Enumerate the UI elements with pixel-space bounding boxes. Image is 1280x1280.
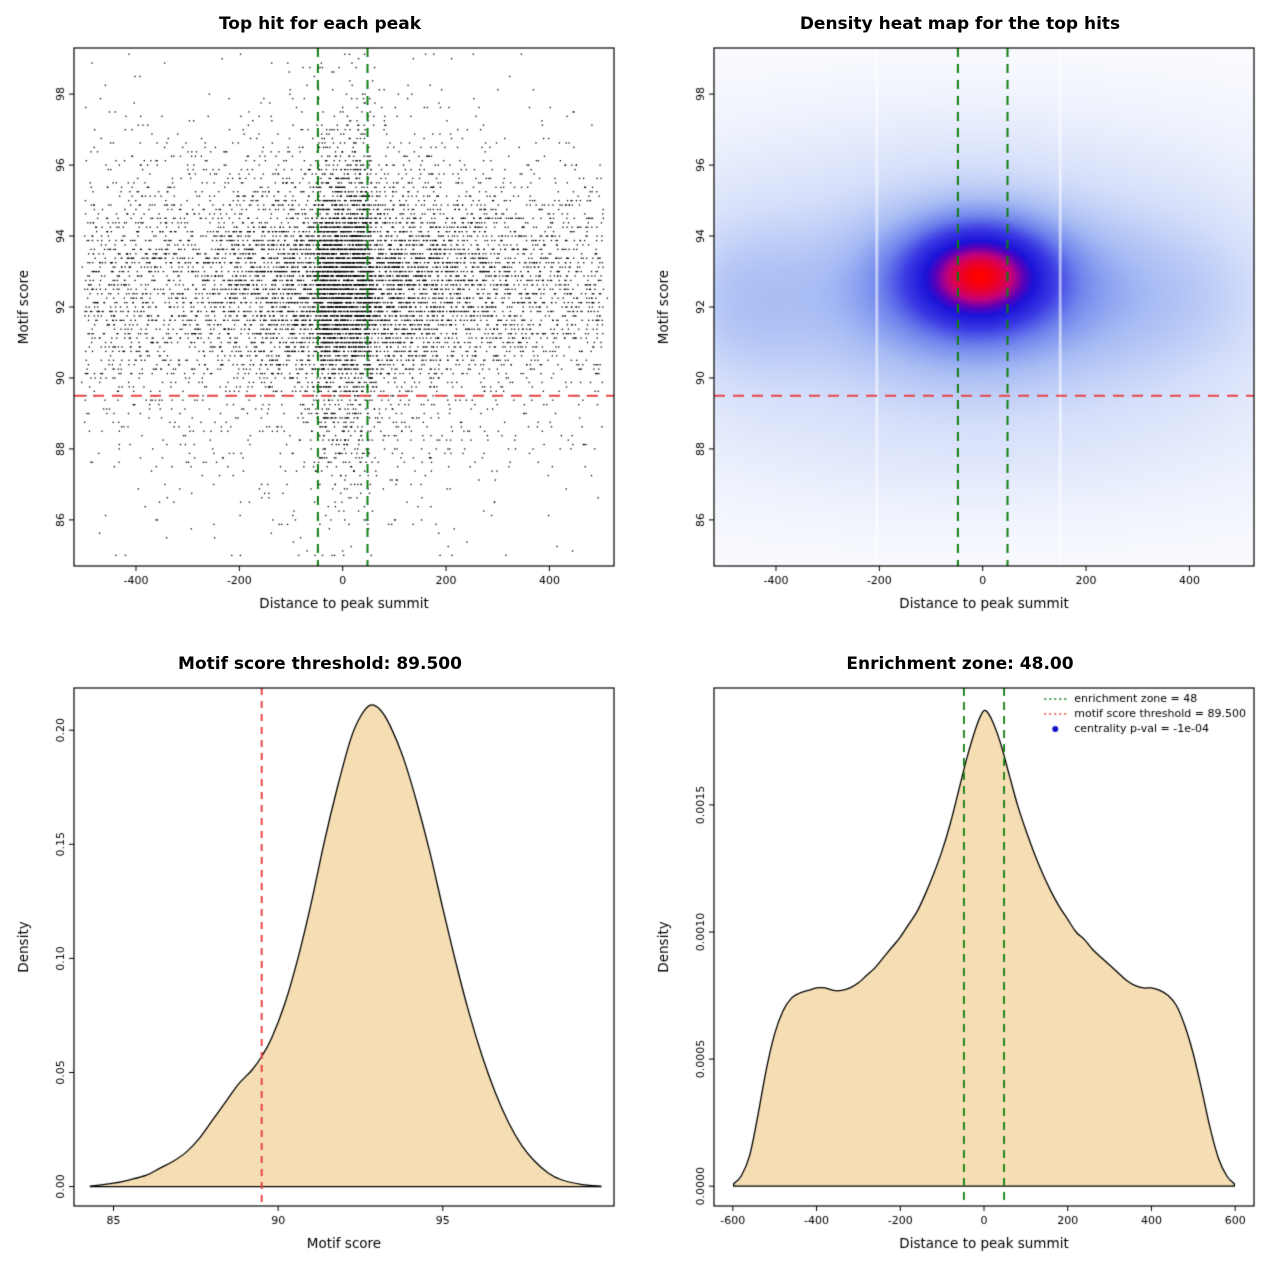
panel-motif-score-density: Motif score threshold: 89.500 — [0, 640, 640, 1280]
motif-score-density-canvas — [10, 676, 630, 1260]
density-heatmap-canvas — [650, 36, 1270, 620]
panel-density-heatmap: Density heat map for the top hits — [640, 0, 1280, 640]
chart-title-motif-threshold: Motif score threshold: 89.500 — [178, 654, 462, 674]
chart-title-top-hits: Top hit for each peak — [218, 14, 422, 34]
panel-enrichment-zone-density: Enrichment zone: 48.00 — [640, 640, 1280, 1280]
chart-title-heatmap: Density heat map for the top hits — [799, 14, 1121, 34]
top-hits-scatter-canvas — [10, 36, 630, 620]
chart-title-enrichment-zone: Enrichment zone: 48.00 — [846, 654, 1074, 674]
panel-top-hits-scatter: Top hit for each peak — [0, 0, 640, 640]
enrichment-zone-density-canvas — [650, 676, 1270, 1260]
